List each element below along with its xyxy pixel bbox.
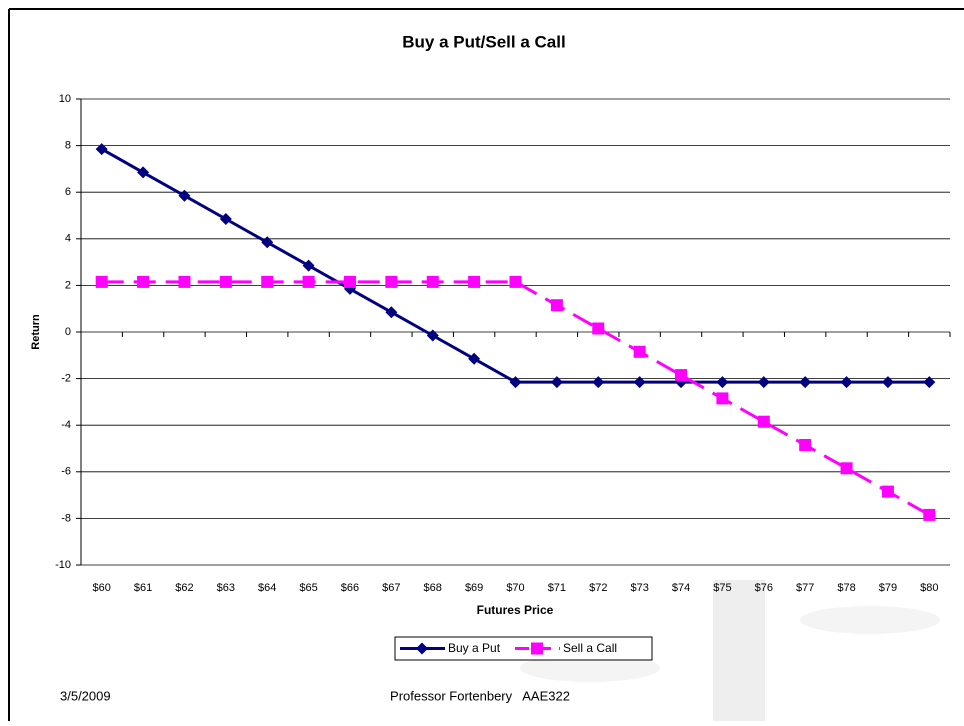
- y-axis-label: Return: [30, 314, 42, 350]
- marker: [426, 275, 439, 288]
- y-tick-label: 2: [65, 279, 71, 291]
- series-line: [101, 280, 931, 517]
- x-tick-label: $73: [630, 582, 648, 594]
- marker: [675, 369, 688, 382]
- marker: [716, 392, 729, 405]
- y-tick-label: 10: [59, 93, 71, 105]
- x-tick-label: $77: [796, 582, 814, 594]
- marker: [550, 376, 563, 389]
- footer-text: Professor Fortenbery AAE322: [390, 688, 570, 703]
- x-tick-label: $79: [879, 582, 897, 594]
- x-tick-label: $65: [299, 582, 317, 594]
- marker: [426, 329, 439, 342]
- decoration: [713, 580, 765, 721]
- marker: [840, 462, 853, 475]
- y-tick-label: -8: [61, 512, 71, 524]
- marker: [923, 508, 936, 521]
- marker: [219, 275, 232, 288]
- legend-label: Sell a Call: [563, 641, 617, 655]
- marker: [923, 376, 936, 389]
- marker: [178, 275, 191, 288]
- x-tick-label: $63: [217, 582, 235, 594]
- y-tick-label: -10: [55, 559, 71, 571]
- x-tick-label: $75: [713, 582, 731, 594]
- marker: [219, 212, 232, 225]
- x-tick-label: $70: [506, 582, 524, 594]
- marker: [531, 642, 543, 655]
- marker: [468, 352, 481, 365]
- marker: [757, 376, 770, 389]
- decoration: [800, 606, 940, 634]
- y-tick-label: 4: [65, 233, 71, 245]
- marker: [509, 275, 522, 288]
- x-tick-label: $67: [382, 582, 400, 594]
- marker: [95, 275, 108, 288]
- y-tick-label: -4: [61, 419, 71, 431]
- marker: [592, 376, 605, 389]
- marker: [881, 485, 894, 498]
- footer-date: 3/5/2009: [60, 688, 111, 703]
- y-tick-label: 8: [65, 140, 71, 152]
- marker: [799, 376, 812, 389]
- marker: [137, 166, 150, 179]
- marker: [840, 376, 853, 389]
- marker: [881, 376, 894, 389]
- x-tick-label: $68: [424, 582, 442, 594]
- legend-label: Buy a Put: [448, 641, 501, 655]
- marker: [302, 259, 315, 272]
- x-tick-label: $76: [755, 582, 773, 594]
- x-tick-label: $72: [589, 582, 607, 594]
- marker: [716, 376, 729, 389]
- y-tick-label: -6: [61, 466, 71, 478]
- decoration: [520, 654, 660, 682]
- x-tick-label: $71: [548, 582, 566, 594]
- marker: [137, 275, 150, 288]
- marker: [757, 415, 770, 428]
- marker: [385, 306, 398, 319]
- marker: [633, 345, 646, 358]
- x-tick-label: $74: [672, 582, 690, 594]
- marker: [95, 143, 108, 156]
- marker: [261, 275, 274, 288]
- marker: [178, 189, 191, 202]
- marker: [343, 275, 356, 288]
- chart-title: Buy a Put/Sell a Call: [402, 32, 565, 51]
- marker: [261, 236, 274, 249]
- marker: [550, 299, 563, 312]
- x-tick-label: $66: [341, 582, 359, 594]
- marker: [416, 642, 428, 655]
- marker: [509, 376, 522, 389]
- y-tick-label: 6: [65, 186, 71, 198]
- marker: [468, 275, 481, 288]
- marker: [302, 275, 315, 288]
- x-tick-label: $69: [465, 582, 483, 594]
- y-tick-label: -2: [61, 373, 71, 385]
- x-tick-label: $78: [837, 582, 855, 594]
- marker: [633, 376, 646, 389]
- x-tick-label: $61: [134, 582, 152, 594]
- x-tick-label: $80: [920, 582, 938, 594]
- marker: [799, 439, 812, 452]
- marker: [592, 322, 605, 335]
- x-tick-label: $60: [93, 582, 111, 594]
- x-tick-label: $62: [175, 582, 193, 594]
- x-axis-label: Futures Price: [477, 603, 554, 617]
- marker: [385, 275, 398, 288]
- y-tick-label: 0: [65, 326, 71, 338]
- x-tick-label: $64: [258, 582, 276, 594]
